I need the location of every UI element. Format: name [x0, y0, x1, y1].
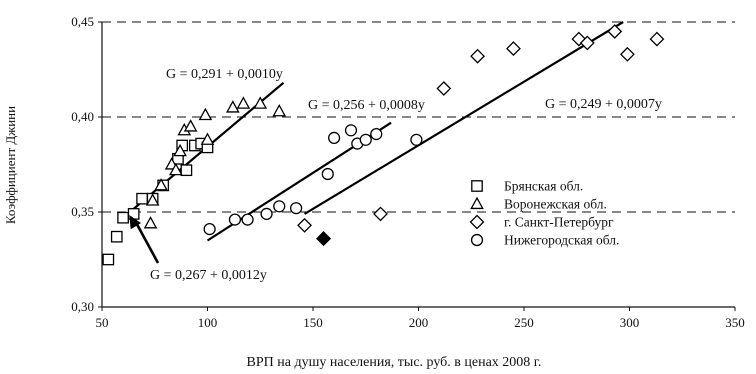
triangle-point	[226, 100, 240, 113]
triangle-point	[198, 107, 213, 121]
x-tick-label: 250	[514, 315, 534, 330]
circle-point	[241, 213, 254, 226]
legend-entry-label: Воронежская обл.	[504, 197, 607, 212]
filled-diamond-point	[316, 231, 331, 247]
y-tick-label: 0,30	[71, 299, 94, 314]
x-tick-label: 350	[725, 315, 745, 330]
diamond-point	[506, 41, 521, 57]
square-point	[180, 164, 193, 177]
trendline	[303, 21, 624, 215]
x-tick-label: 200	[409, 315, 429, 330]
circle-point	[290, 202, 303, 215]
triangle-point	[236, 96, 251, 109]
diamond-point	[607, 24, 623, 39]
axes: 0,30 0,35 0,40 0,45 50 100 150 200 250 300 350	[71, 14, 745, 330]
gridlines	[102, 21, 735, 213]
y-tick-label: 0,45	[71, 14, 94, 29]
square-point	[102, 253, 115, 266]
annotation-equation: G = 0,267 + 0,0012y	[150, 268, 267, 283]
triangle-point	[200, 132, 215, 145]
x-tick-label: 300	[620, 315, 640, 330]
y-axis-label: Коэффициент Джини	[3, 106, 18, 224]
triangle-point	[145, 193, 160, 206]
legend-circle-marker	[470, 233, 484, 247]
x-tick-label: 100	[198, 315, 218, 330]
triangle-point	[143, 216, 158, 229]
square-point	[110, 230, 123, 243]
annotation-arrow-shaft	[134, 220, 160, 264]
triangle-point	[272, 103, 287, 117]
triangle-point	[183, 119, 198, 132]
circle-point	[327, 131, 341, 145]
triangle-point	[154, 178, 168, 191]
triangle-point	[253, 96, 268, 109]
circle-point	[203, 222, 216, 236]
trendline-equation: G = 0,291 + 0,0010y	[166, 67, 283, 82]
legend-square-marker	[471, 180, 483, 192]
y-tick-label: 0,35	[71, 204, 94, 219]
diamond-point	[470, 48, 485, 64]
diamond-point	[579, 35, 595, 51]
x-tick-label: 50	[96, 315, 109, 330]
legend-entry-label: Нижегородская обл.	[504, 233, 619, 248]
legend-entry-label: г. Санкт-Петербург	[504, 215, 614, 230]
trendline-equation: G = 0,249 + 0,0007y	[545, 97, 662, 112]
circle-point	[321, 167, 334, 181]
legend: Брянская обл. Воронежская обл. г. Санкт-Пе…	[469, 179, 619, 248]
y-tick-label: 0,40	[71, 109, 94, 124]
square-point	[117, 211, 129, 224]
diamond-point	[619, 46, 635, 62]
x-axis-label: ВРП на душу населения, тыс. руб. в ценах…	[247, 355, 542, 370]
circle-point	[228, 213, 242, 226]
data-points	[102, 24, 665, 266]
diamond-point	[373, 206, 388, 222]
circle-point	[260, 207, 273, 221]
circle-point	[370, 127, 383, 141]
x-tick-label: 150	[303, 315, 323, 330]
legend-triangle-marker	[470, 196, 484, 210]
legend-diamond-marker	[469, 214, 485, 230]
circle-point	[344, 124, 358, 137]
diamond-point	[649, 31, 665, 47]
annotations: G = 0,267 + 0,0012y	[129, 215, 267, 283]
legend-entry-label: Брянская обл.	[504, 179, 583, 194]
diamond-point	[436, 81, 452, 96]
trendline-equation: G = 0,256 + 0,0008y	[308, 98, 425, 113]
circle-point	[273, 200, 286, 213]
diamond-point	[297, 217, 312, 233]
circle-point	[410, 133, 423, 146]
triangle-point	[169, 162, 183, 176]
square-point	[136, 192, 148, 205]
circle-point	[359, 133, 372, 146]
annotation-arrowhead	[129, 215, 142, 230]
triangle-point	[173, 143, 187, 157]
